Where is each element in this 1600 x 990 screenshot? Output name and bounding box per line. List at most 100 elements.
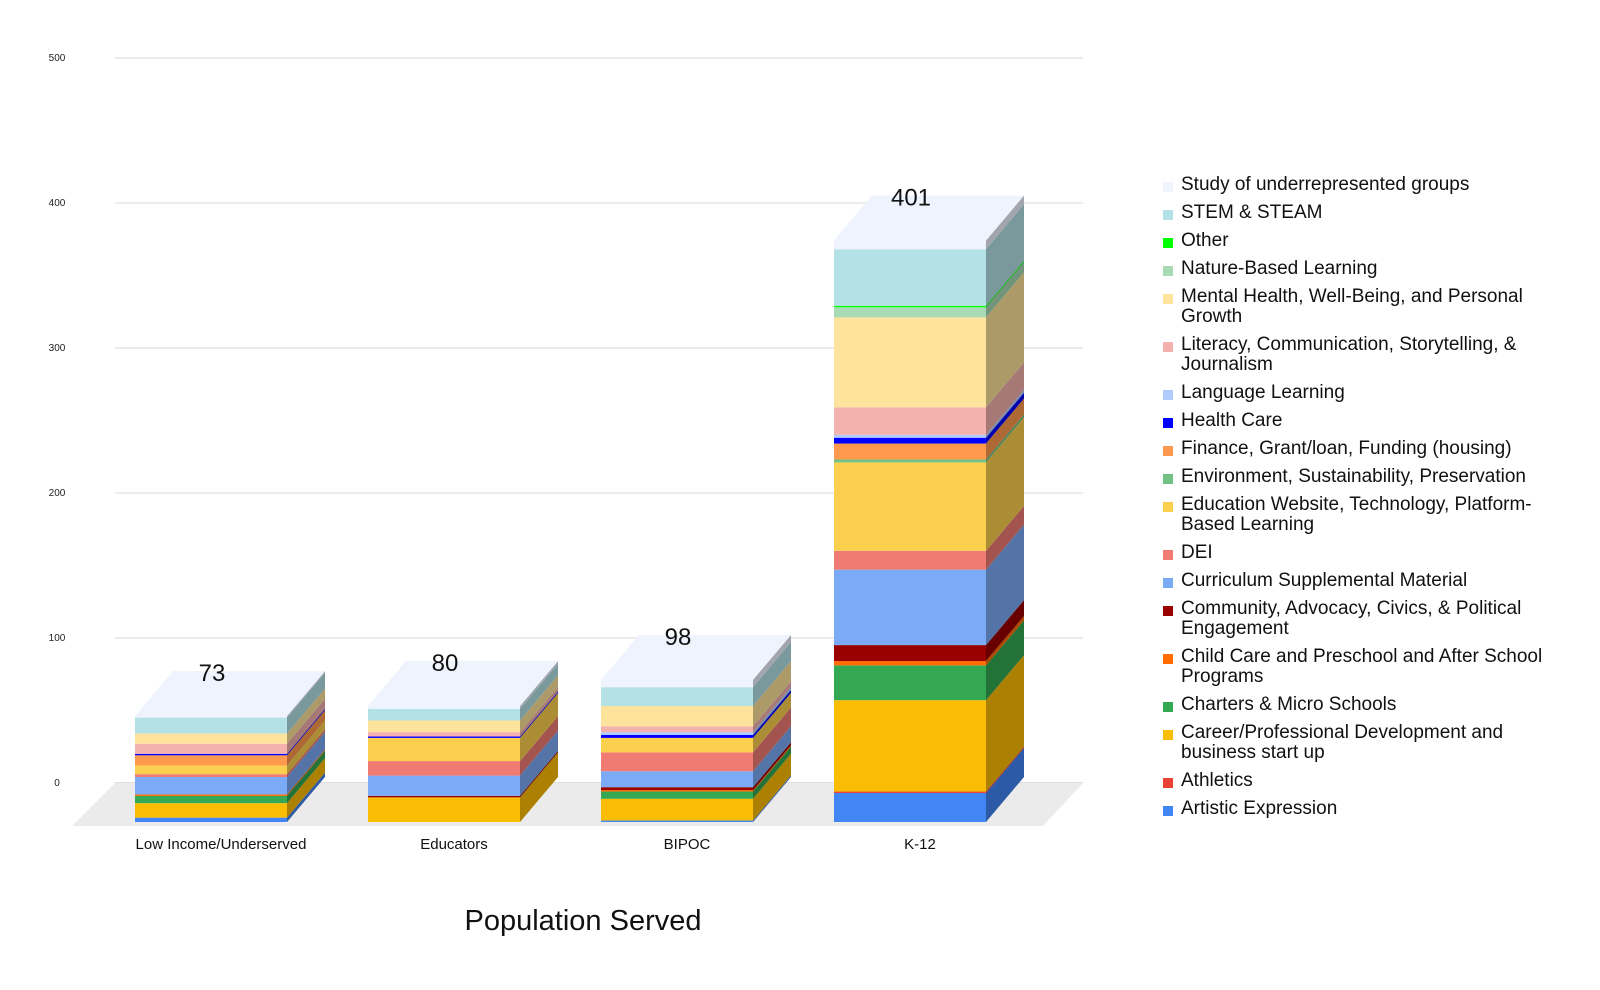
bar-side-mental-health-well-being-and-personal-growth [520, 675, 558, 733]
legend-item-environment-sustainability-preservation: Environment, Sustainability, Preservatio… [1163, 467, 1583, 487]
bar-segment-mental-health-well-being-and-personal-growth [368, 720, 520, 733]
bar-segment-mental-health-well-being-and-personal-growth [834, 317, 986, 408]
bar-segment-education-website-technology-platform-based-learning [834, 462, 986, 551]
bar-segment-health-care [135, 753, 287, 756]
legend-swatch [1163, 342, 1173, 352]
bar-side-mental-health-well-being-and-personal-growth [753, 661, 791, 727]
bar-segment-charters-micro-schools [135, 795, 287, 804]
y-tick-label: 500 [49, 53, 66, 64]
bar-segment-curriculum-supplemental-material [834, 569, 986, 646]
bar-side-mental-health-well-being-and-personal-growth [986, 272, 1024, 408]
bar-segment-literacy-communication-storytelling-journalism [834, 407, 986, 435]
bar-side-dei [287, 729, 325, 778]
bar-segment-child-care-and-preschool-and-after-school-programs [135, 794, 287, 796]
bar-segment-education-website-technology-platform-based-learning [135, 765, 287, 775]
y-axis-ticks: 0 100 200 300 400 500 [49, 53, 66, 789]
total-label: 401 [891, 185, 931, 212]
bar-side-study-of-underrepresented-groups [753, 634, 791, 688]
legend-swatch [1163, 474, 1173, 484]
legend-item-nature-based-learning: Nature-Based Learning [1163, 259, 1583, 279]
bar-segment-health-care [601, 735, 753, 738]
legend-item-charters-micro-schools: Charters & Micro Schools [1163, 695, 1583, 715]
bar-top-face [135, 671, 325, 717]
bar-segment-community-advocacy-civics-political-engagement [601, 787, 753, 791]
bar-segment-nature-based-learning [834, 307, 986, 318]
bar-side-curriculum-supplemental-material [287, 732, 325, 795]
legend-item-community-advocacy-civics-political-engagement: Community, Advocacy, Civics, & Political… [1163, 599, 1583, 639]
bar-side-career-professional-development-and-business-start-up [520, 752, 558, 822]
bar-side-study-of-underrepresented-groups [520, 661, 558, 709]
bar-segment-stem-steam [834, 249, 986, 306]
legend-label: Finance, Grant/loan, Funding (housing) [1181, 438, 1512, 459]
bar-segment-education-website-technology-platform-based-learning [601, 737, 753, 753]
x-tick-label: K-12 [904, 836, 936, 853]
bars [135, 195, 1024, 822]
bar-segment-artistic-expression [834, 793, 986, 822]
bar-side-career-professional-development-and-business-start-up [753, 753, 791, 821]
legend-item-language-learning: Language Learning [1163, 383, 1583, 403]
legend-item-literacy-communication-storytelling-journalism: Literacy, Communication, Storytelling, &… [1163, 335, 1583, 375]
legend-label: Athletics [1181, 770, 1253, 791]
bar-segment-dei [135, 774, 287, 778]
legend-swatch [1163, 806, 1173, 816]
bar-segment-language-learning [601, 732, 753, 735]
legend-swatch [1163, 702, 1173, 712]
bar-side-education-website-technology-platform-based-learning [287, 720, 325, 775]
y-tick-label: 200 [49, 488, 66, 499]
bar-low-income-underserved [135, 671, 325, 822]
bar-segment-education-website-technology-platform-based-learning [368, 737, 520, 762]
bar-side-finance-grant-loan-funding-housing [986, 398, 1024, 460]
bar-side-literacy-communication-storytelling-journalism [287, 698, 325, 754]
bar-side-stem-steam [753, 642, 791, 706]
legend-item-other: Other [1163, 231, 1583, 251]
legend-label: Mental Health, Well-Being, and Personal … [1181, 286, 1523, 327]
legend-label: Child Care and Preschool and After Schoo… [1181, 646, 1543, 687]
bar-side-dei [986, 505, 1024, 570]
x-tick-label: Low Income/Underserved [136, 836, 307, 853]
legend-item-study-of-underrepresented-groups: Study of underrepresented groups [1163, 175, 1583, 195]
legend-label: Nature-Based Learning [1181, 258, 1378, 279]
bar-side-health-care [753, 690, 791, 738]
legend-swatch [1163, 730, 1173, 740]
bar-side-career-professional-development-and-business-start-up [287, 758, 325, 818]
bar-side-curriculum-supplemental-material [753, 726, 791, 788]
legend-item-child-care-and-preschool-and-after-school-programs: Child Care and Preschool and After Schoo… [1163, 647, 1583, 687]
bar-segment-career-professional-development-and-business-start-up [368, 797, 520, 822]
legend-swatch [1163, 266, 1173, 276]
bar-k-12 [834, 195, 1024, 822]
bar-segment-mental-health-well-being-and-personal-growth [601, 706, 753, 727]
bar-side-curriculum-supplemental-material [986, 524, 1024, 646]
bar-segment-career-professional-development-and-business-start-up [834, 700, 986, 792]
bar-segment-finance-grant-loan-funding-housing [834, 443, 986, 460]
bar-segment-child-care-and-preschool-and-after-school-programs [601, 790, 753, 792]
legend-item-mental-health-well-being-and-personal-growth: Mental Health, Well-Being, and Personal … [1163, 287, 1583, 327]
bar-side-stem-steam [287, 672, 325, 734]
bar-segment-stem-steam [135, 717, 287, 734]
bar-segment-health-care [834, 437, 986, 444]
legend-item-stem-steam: STEM & STEAM [1163, 203, 1583, 223]
bar-segment-charters-micro-schools [834, 665, 986, 701]
total-labels: 73 80 98 401 [199, 185, 931, 688]
bar-side-child-care-and-preschool-and-after-school-programs [753, 745, 791, 792]
bar-top-face [368, 661, 558, 706]
bar-segment-study-of-underrepresented-groups [368, 706, 520, 709]
bar-side-education-website-technology-platform-based-learning [520, 692, 558, 762]
bar-segment-finance-grant-loan-funding-housing [135, 755, 287, 766]
legend-item-career-professional-development-and-business-start-up: Career/Professional Development and busi… [1163, 723, 1583, 763]
bar-side-curriculum-supplemental-material [520, 730, 558, 796]
bar-segment-other [834, 305, 986, 308]
bar-segment-stem-steam [601, 687, 753, 706]
bar-side-career-professional-development-and-business-start-up [986, 655, 1024, 792]
bar-top-face [834, 195, 1024, 241]
bar-side-artistic-expression [986, 748, 1024, 822]
bar-side-charters-micro-schools [986, 620, 1024, 701]
x-axis-title: Population Served [465, 905, 702, 937]
bar-segment-career-professional-development-and-business-start-up [135, 803, 287, 818]
legend-swatch [1163, 446, 1173, 456]
bar-segment-study-of-underrepresented-groups [834, 240, 986, 250]
bar-segment-literacy-communication-storytelling-journalism [601, 726, 753, 733]
legend-label: DEI [1181, 542, 1213, 563]
legend-label: Literacy, Communication, Storytelling, &… [1181, 334, 1517, 375]
y-tick-label: 100 [49, 633, 66, 644]
bar-side-stem-steam [986, 204, 1024, 306]
